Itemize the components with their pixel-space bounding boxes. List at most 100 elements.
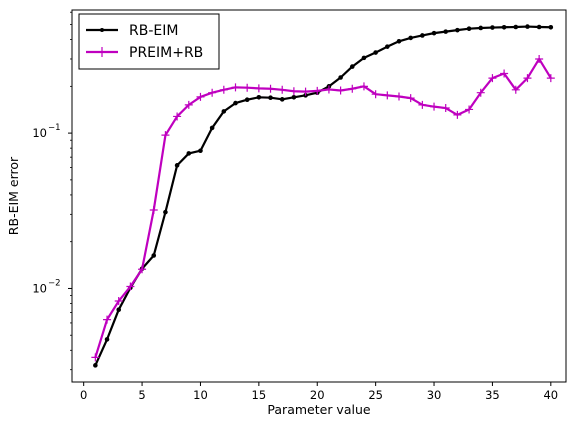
data-point <box>266 84 275 93</box>
data-point <box>396 38 402 44</box>
data-point <box>231 83 240 92</box>
data-point <box>511 85 520 94</box>
data-point <box>478 25 484 31</box>
data-point <box>431 30 437 36</box>
data-point <box>418 100 427 109</box>
data-point <box>196 92 205 101</box>
data-point <box>443 29 449 34</box>
x-tick-label: 25 <box>368 388 383 402</box>
data-point <box>149 205 158 214</box>
x-tick-label: 35 <box>485 388 500 402</box>
data-point <box>244 97 250 103</box>
data-point <box>371 90 380 99</box>
legend-label-preim-rb: PREIM+RB <box>129 45 203 61</box>
data-point <box>219 85 228 94</box>
data-point <box>151 253 157 258</box>
plot-background <box>72 10 566 382</box>
data-point <box>546 74 555 83</box>
data-point <box>291 95 297 100</box>
data-point <box>359 82 368 91</box>
y-tick-label: 10 <box>32 281 47 295</box>
data-point <box>313 86 322 95</box>
data-point <box>420 33 425 38</box>
series-line-preim-rb <box>94 57 552 358</box>
data-point <box>430 102 439 111</box>
data-point <box>324 85 333 94</box>
data-point <box>500 69 509 78</box>
data-point <box>268 95 273 101</box>
data-point <box>138 265 147 274</box>
data-point <box>490 25 495 30</box>
data-point <box>186 151 192 156</box>
data-point <box>243 83 252 92</box>
data-point <box>279 97 285 102</box>
x-tick-label: 0 <box>80 388 87 402</box>
data-point <box>501 24 507 30</box>
data-point <box>289 87 298 96</box>
data-point <box>408 35 413 41</box>
data-point <box>163 209 168 215</box>
y-axis-label: RB-EIM error <box>6 156 21 235</box>
y-tick-label: 10 <box>32 126 47 140</box>
data-point <box>536 24 542 30</box>
data-point <box>233 100 238 106</box>
data-point <box>383 91 392 100</box>
data-point <box>208 88 217 97</box>
data-point <box>338 75 343 80</box>
y-tick-exponent: −1 <box>48 123 61 133</box>
data-point <box>488 74 497 83</box>
data-point <box>348 84 357 93</box>
data-point <box>465 105 474 114</box>
legend-marker-rb-eim <box>100 28 104 32</box>
y-tick-exponent: −2 <box>48 278 61 288</box>
data-point <box>91 353 100 362</box>
x-tick-label: 15 <box>252 388 267 402</box>
series-preim-rb <box>91 54 555 362</box>
data-point <box>466 26 472 31</box>
data-point <box>254 84 263 93</box>
data-point <box>406 94 415 103</box>
x-tick-label: 30 <box>427 388 442 402</box>
data-point <box>513 24 519 30</box>
data-point <box>198 148 203 154</box>
data-point <box>525 24 530 29</box>
data-point <box>301 87 310 96</box>
data-point <box>441 104 450 113</box>
data-point <box>161 131 170 140</box>
data-point <box>173 112 182 121</box>
data-point <box>361 55 367 61</box>
data-point <box>103 315 112 324</box>
data-point <box>116 307 122 312</box>
data-point <box>453 110 462 119</box>
x-tick-label: 20 <box>310 388 325 402</box>
data-point <box>373 50 378 55</box>
x-axis-label: Parameter value <box>267 402 370 417</box>
data-point <box>184 100 193 109</box>
data-point <box>174 163 180 168</box>
plot-frame <box>71 9 567 383</box>
x-tick-label: 40 <box>543 388 558 402</box>
data-point <box>104 337 110 342</box>
legend-box <box>78 13 220 70</box>
data-point <box>349 64 355 69</box>
legend: RB-EIM PREIM+RB <box>78 13 220 70</box>
data-point <box>221 109 227 114</box>
data-point <box>535 54 544 63</box>
data-point <box>93 363 98 368</box>
data-point <box>126 282 135 291</box>
data-point <box>256 95 262 100</box>
series-layer <box>91 24 555 368</box>
data-point <box>476 88 485 97</box>
legend-label-rb-eim: RB-EIM <box>129 23 178 39</box>
data-point <box>114 297 123 306</box>
data-point <box>394 92 403 101</box>
data-point <box>523 74 532 83</box>
data-point <box>548 24 554 30</box>
x-tick-label: 10 <box>193 388 208 402</box>
data-point <box>385 44 390 49</box>
data-point <box>278 85 287 94</box>
data-point <box>336 86 345 95</box>
data-point <box>209 125 215 131</box>
